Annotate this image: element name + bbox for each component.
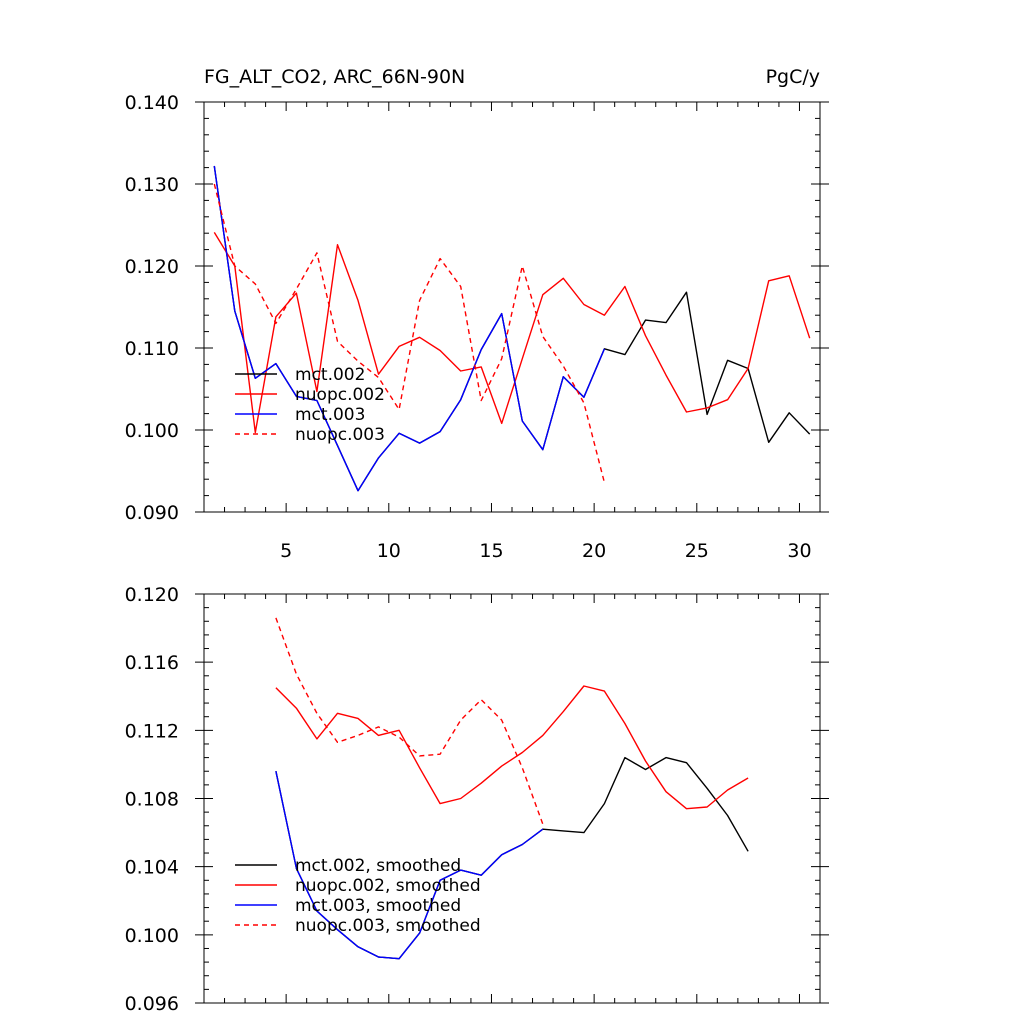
series-line	[213, 165, 606, 492]
x-tick-label: 15	[479, 540, 503, 562]
y-tick-label: 0.116	[125, 652, 179, 674]
y-tick-label: 0.140	[125, 92, 179, 114]
legend-label: nuopc.003, smoothed	[295, 916, 481, 936]
y-tick-label: 0.130	[125, 174, 179, 196]
y-tick-label: 0.120	[125, 584, 179, 606]
y-tick-label: 0.090	[125, 502, 179, 524]
legend-label: nuopc.002, smoothed	[295, 876, 481, 896]
series-line	[213, 183, 606, 483]
y-tick-label: 0.110	[125, 338, 179, 360]
y-tick-label: 0.100	[125, 420, 179, 442]
x-tick-label: 10	[377, 540, 401, 562]
legend-label: mct.003, smoothed	[295, 896, 461, 916]
y-tick-label: 0.104	[125, 857, 179, 879]
y-tick-label: 0.100	[125, 925, 179, 947]
x-tick-label: 20	[582, 540, 606, 562]
y-tick-label: 0.096	[125, 993, 179, 1015]
x-tick-label: 25	[685, 540, 709, 562]
series-line	[213, 232, 811, 434]
legend-label: nuopc.002	[295, 385, 385, 405]
x-tick-label: 5	[280, 540, 292, 562]
chart-title: FG_ALT_CO2, ARC_66N-90N	[204, 66, 465, 88]
legend-label: mct.003	[295, 405, 365, 425]
y-tick-label: 0.120	[125, 256, 179, 278]
top-panel: 5 10 15 20 25 30 0.090 0.100 0.110 0.120 0.130 0.14…	[125, 92, 829, 562]
y-tick-label: 0.108	[125, 789, 179, 811]
units-label: PgC/y	[766, 66, 820, 88]
x-tick-label: 30	[787, 540, 811, 562]
bottom-panel: 0.096 0.100 0.104 0.108 0.112 0.116 0.120 mct.0…	[125, 584, 829, 1015]
legend-label: mct.002, smoothed	[295, 856, 461, 876]
legend-label: nuopc.003	[295, 425, 385, 445]
series-line	[275, 617, 544, 825]
series-line	[275, 771, 544, 960]
legend-label: mct.002	[295, 365, 365, 385]
y-tick-label: 0.112	[125, 720, 179, 742]
series-line	[275, 685, 749, 810]
